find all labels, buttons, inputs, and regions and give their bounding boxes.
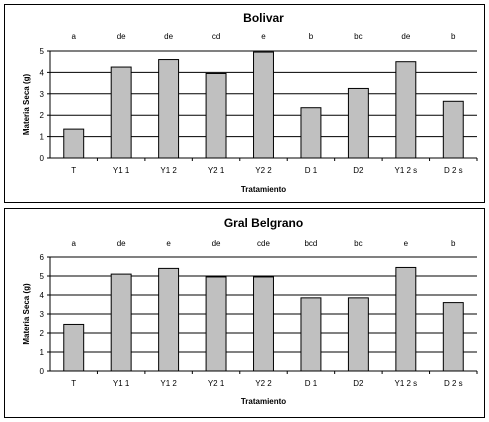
- bar: [110, 273, 132, 372]
- y-tick-label: 1: [40, 348, 45, 357]
- y-axis-label: Materia Seca (g): [22, 283, 31, 345]
- bar: [63, 128, 85, 159]
- bar: [395, 61, 417, 159]
- y-tick-label: 4: [40, 68, 45, 77]
- y-tick-label: 4: [40, 291, 45, 300]
- chart-bolivar: Bolivar 0 1 2 3 4 5 Ta Y1 1 de Y1 2 de Y2 1 cd Y2 2 e D …: [22, 11, 478, 194]
- y-tick-label: 1: [40, 133, 45, 142]
- significance-letter: e: [261, 32, 266, 41]
- y-tick-label: 2: [40, 329, 45, 338]
- x-tick-label: Y1 2 s: [394, 166, 417, 175]
- chart-title: Bolivar: [243, 11, 284, 25]
- bar: [253, 51, 274, 159]
- bar: [110, 66, 132, 159]
- significance-letter: b: [451, 32, 456, 41]
- chart-gral-belgrano: Gral Belgrano 0 1 2 3 4 5 6 Ta Y1 1 de Y1 2 e Y2 1 de Y…: [22, 216, 478, 406]
- significance-letter: cde: [257, 239, 270, 248]
- significance-letter: e: [404, 239, 409, 248]
- significance-letter: bcd: [304, 239, 317, 248]
- bar: [158, 267, 180, 372]
- x-tick-label: Y1 2 s: [394, 379, 417, 388]
- x-tick-label: Y2 2: [255, 379, 272, 388]
- significance-letter: b: [451, 239, 456, 248]
- bar: [158, 59, 180, 159]
- x-tick-label: Y2 1: [208, 379, 225, 388]
- significance-letter: a: [71, 32, 76, 41]
- significance-letter: de: [117, 32, 126, 41]
- x-tick-label: Y1 1: [113, 379, 130, 388]
- x-tick-label: D 1: [305, 379, 318, 388]
- x-tick-label: D 2 s: [444, 166, 463, 175]
- significance-letter: bc: [354, 239, 362, 248]
- x-axis-label: Tratamiento: [241, 397, 286, 406]
- significance-letter: b: [309, 32, 314, 41]
- bar: [300, 107, 322, 159]
- x-tick-label: Y2 1: [208, 166, 225, 175]
- y-tick-label: 3: [40, 310, 45, 319]
- bar: [205, 72, 227, 159]
- bar: [63, 323, 85, 372]
- y-tick-label: 5: [40, 47, 45, 56]
- significance-letter: a: [71, 239, 76, 248]
- x-tick-label: D2: [353, 166, 364, 175]
- y-tick-label: 2: [40, 111, 45, 120]
- x-tick-label: T: [71, 379, 76, 388]
- x-tick-label: Y1 1: [113, 166, 130, 175]
- x-tick-label: Y2 2: [255, 166, 272, 175]
- bar: [253, 276, 274, 372]
- significance-letter: de: [401, 32, 410, 41]
- significance-letter: de: [117, 239, 126, 248]
- x-tick-label: T: [71, 166, 76, 175]
- x-tick-label: Y1 2: [160, 379, 177, 388]
- bar: [300, 297, 322, 372]
- y-axis-label: Materia Seca (g): [22, 73, 31, 135]
- significance-letter: cd: [212, 32, 220, 41]
- bar: [395, 266, 417, 372]
- bar: [442, 100, 464, 159]
- x-tick-label: D2: [353, 379, 364, 388]
- significance-letter: de: [164, 32, 173, 41]
- x-tick-label: Y1 2: [160, 166, 177, 175]
- y-tick-label: 0: [40, 154, 45, 163]
- y-tick-label: 0: [40, 367, 45, 376]
- bar: [347, 297, 369, 372]
- y-tick-label: 5: [40, 272, 45, 281]
- x-tick-label: D 2 s: [444, 379, 463, 388]
- y-tick-label: 6: [40, 253, 45, 262]
- significance-letter: e: [166, 239, 171, 248]
- significance-letter: bc: [354, 32, 362, 41]
- chart-title: Gral Belgrano: [224, 216, 303, 230]
- y-tick-label: 3: [40, 90, 45, 99]
- x-axis-label: Tratamiento: [241, 185, 286, 194]
- x-tick-label: D 1: [305, 166, 318, 175]
- bar: [442, 302, 464, 372]
- bar: [347, 87, 369, 159]
- bar: [205, 276, 227, 372]
- significance-letter: de: [212, 239, 221, 248]
